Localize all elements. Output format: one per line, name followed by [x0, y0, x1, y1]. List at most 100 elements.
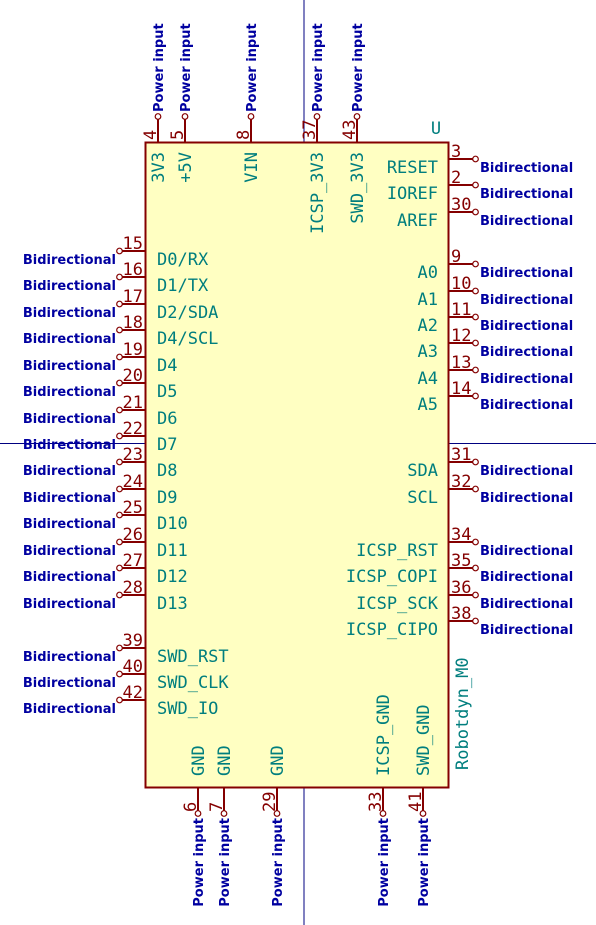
- electrical-type-label: Bidirectional: [480, 214, 573, 229]
- pin-left-23[interactable]: 23 D8 Bidirectional: [23, 445, 178, 481]
- electrical-type-label: Bidirectional: [480, 570, 573, 585]
- electrical-type-label: Power input: [218, 818, 233, 907]
- pin-right-3[interactable]: 3 RESET Bidirectional: [387, 142, 573, 178]
- pin-left-39[interactable]: 39 SWD_RST Bidirectional: [23, 631, 229, 667]
- pin-number: 34: [451, 525, 471, 545]
- pin-name: GND: [268, 745, 288, 776]
- pin-right-36[interactable]: 36 ICSP_SCK Bidirectional: [356, 578, 573, 614]
- pin-left-28[interactable]: 28 D13 Bidirectional: [23, 578, 188, 614]
- pin-end-circle: [116, 644, 123, 652]
- electrical-type-label: Power input: [192, 818, 207, 907]
- component-value[interactable]: Robotdyn_M0: [453, 657, 473, 770]
- pin-name: SCL: [407, 488, 438, 508]
- electrical-type-label: Bidirectional: [480, 491, 573, 506]
- pin-end-circle: [116, 406, 123, 414]
- pin-bottom-29[interactable]: 29 GND Power input: [260, 745, 288, 906]
- pin-right-32[interactable]: 32 SCL Bidirectional: [407, 472, 573, 508]
- pin-right-10[interactable]: 10 A1 Bidirectional: [418, 274, 574, 310]
- electrical-type-label: Bidirectional: [23, 464, 116, 479]
- pin-bottom-33[interactable]: 33 ICSP_GND Power input: [366, 694, 394, 907]
- pin-top-8[interactable]: 8 VIN Power input: [234, 23, 262, 182]
- electrical-type-label: Power input: [152, 23, 167, 112]
- pin-left-21[interactable]: 21 D6 Bidirectional: [23, 393, 178, 429]
- pin-end-circle: [313, 113, 321, 120]
- component-body[interactable]: [144, 141, 450, 789]
- pin-name: ICSP_GND: [374, 694, 394, 776]
- pin-right-12[interactable]: 12 A3 Bidirectional: [418, 326, 574, 362]
- electrical-type-label: Bidirectional: [480, 161, 573, 176]
- pin-left-18[interactable]: 18 D4/SCL Bidirectional: [23, 313, 219, 349]
- pin-left-42[interactable]: 42 SWD_IO Bidirectional: [23, 683, 219, 719]
- pin-end-circle: [116, 538, 123, 546]
- pin-left-19[interactable]: 19 D4 Bidirectional: [23, 340, 178, 376]
- pin-end-circle: [273, 810, 281, 817]
- pin-right-30[interactable]: 30 AREF Bidirectional: [397, 195, 573, 231]
- pin-left-40[interactable]: 40 SWD_CLK Bidirectional: [23, 657, 230, 693]
- electrical-type-label: Bidirectional: [23, 544, 116, 559]
- pin-right-14[interactable]: 14 A5 Bidirectional: [418, 379, 574, 415]
- pin-number: 23: [123, 445, 143, 465]
- pin-left-20[interactable]: 20 D5 Bidirectional: [23, 366, 178, 402]
- pin-end-circle: [116, 485, 123, 493]
- pin-number: 17: [123, 287, 143, 307]
- electrical-type-label: Bidirectional: [480, 345, 573, 360]
- pin-name: AREF: [397, 211, 438, 231]
- pin-left-24[interactable]: 24 D9 Bidirectional: [23, 472, 178, 508]
- pin-right-2[interactable]: 2 IOREF Bidirectional: [387, 168, 573, 204]
- pin-end-circle: [116, 379, 123, 387]
- pin-left-27[interactable]: 27 D12 Bidirectional: [23, 551, 188, 587]
- pin-end-circle: [472, 208, 479, 216]
- reference-designator[interactable]: U: [431, 119, 441, 139]
- pin-name: D0/RX: [157, 250, 209, 270]
- pin-right-9[interactable]: 9 A0 Bidirectional: [418, 247, 574, 283]
- pin-number: 22: [123, 419, 143, 439]
- pin-right-34[interactable]: 34 ICSP_RST Bidirectional: [356, 525, 573, 561]
- pin-bottom-41[interactable]: 41 SWD_GND Power input: [406, 704, 434, 906]
- pin-top-43[interactable]: 43 SWD_3V3 Power input: [340, 23, 368, 223]
- pin-left-17[interactable]: 17 D2/SDA Bidirectional: [23, 287, 219, 323]
- pin-number: 19: [123, 340, 143, 360]
- pin-left-15[interactable]: 15 D0/RX Bidirectional: [23, 234, 209, 270]
- pin-name: GND: [215, 745, 235, 776]
- pin-right-31[interactable]: 31 SDA Bidirectional: [407, 445, 573, 481]
- pin-name: D6: [157, 409, 177, 429]
- electrical-type-label: Bidirectional: [480, 398, 573, 413]
- pin-left-16[interactable]: 16 D1/TX Bidirectional: [23, 260, 209, 296]
- pin-end-circle: [194, 810, 202, 817]
- pin-bottom-6[interactable]: 6 GND Power input: [181, 745, 209, 906]
- pin-bottom-7[interactable]: 7 GND Power input: [207, 745, 235, 906]
- pin-number: 5: [168, 130, 188, 140]
- pin-right-11[interactable]: 11 A2 Bidirectional: [418, 300, 574, 336]
- electrical-type-label: Bidirectional: [480, 544, 573, 559]
- pin-end-circle: [116, 353, 123, 361]
- pin-end-circle: [472, 287, 479, 295]
- pin-left-25[interactable]: 25 D10 Bidirectional: [23, 498, 188, 534]
- pin-top-5[interactable]: 5 +5V Power input: [168, 23, 196, 182]
- pin-end-circle: [472, 313, 479, 321]
- pin-name: D1/TX: [157, 276, 209, 296]
- pin-top-37[interactable]: 37 ICSP_3V3 Power input: [300, 23, 328, 234]
- pin-name: SDA: [407, 461, 438, 481]
- pin-number: 39: [123, 631, 143, 651]
- pin-end-circle: [379, 810, 387, 817]
- pin-left-22[interactable]: 22 D7 Bidirectional: [23, 419, 178, 455]
- pin-name: ICSP_3V3: [308, 152, 328, 234]
- pin-name: +5V: [176, 152, 196, 183]
- pin-number: 25: [123, 498, 143, 518]
- pin-left-26[interactable]: 26 D11 Bidirectional: [23, 525, 188, 561]
- pin-right-35[interactable]: 35 ICSP_COPI Bidirectional: [346, 551, 573, 587]
- pin-name: ICSP_COPI: [346, 567, 438, 587]
- pin-end-circle: [472, 485, 479, 493]
- pin-number: 26: [123, 525, 143, 545]
- pin-right-38[interactable]: 38 ICSP_CIPO Bidirectional: [346, 604, 573, 640]
- electrical-type-label: Bidirectional: [23, 279, 116, 294]
- electrical-type-label: Bidirectional: [480, 464, 573, 479]
- pin-name: RESET: [387, 158, 438, 178]
- pin-right-13[interactable]: 13 A4 Bidirectional: [418, 353, 574, 389]
- electrical-type-label: Bidirectional: [23, 253, 116, 268]
- pin-name: D8: [157, 461, 177, 481]
- pin-name: IOREF: [387, 184, 438, 204]
- pin-number: 7: [207, 802, 227, 812]
- pin-end-circle: [472, 181, 479, 189]
- pin-top-4[interactable]: 4 3V3 Power input: [141, 23, 169, 182]
